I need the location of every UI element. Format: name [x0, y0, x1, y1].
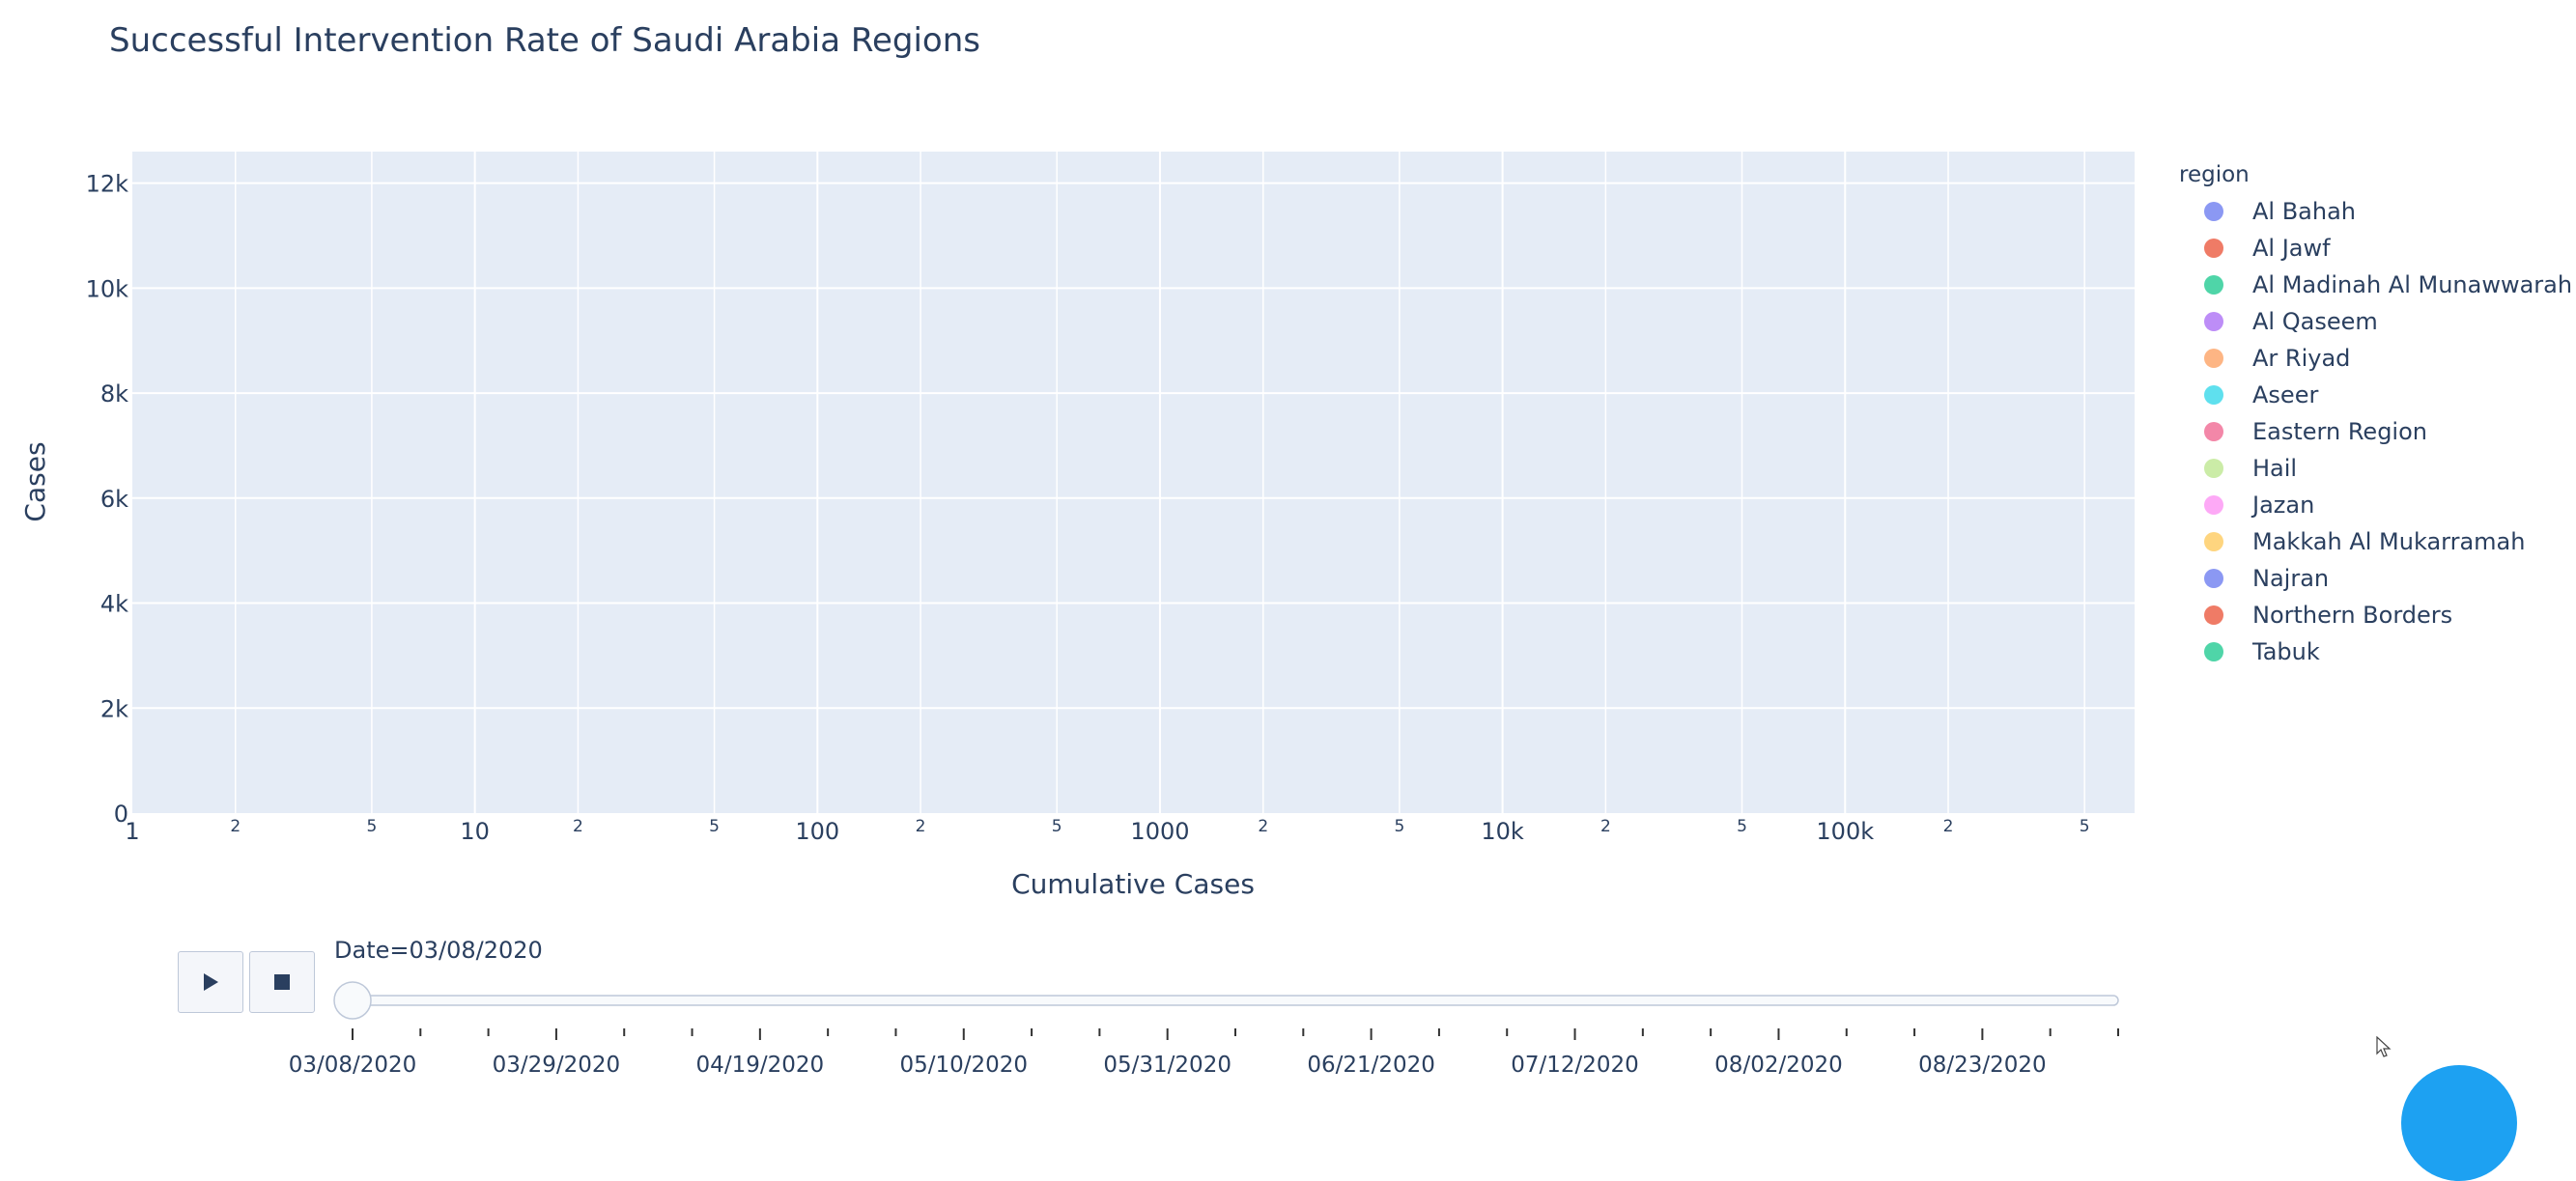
- x-tick-label: 1: [125, 818, 139, 845]
- play-button[interactable]: [178, 951, 243, 1013]
- slider-tick-label: 06/21/2020: [1307, 1053, 1435, 1078]
- legend-label: Al Bahah: [2252, 198, 2356, 225]
- legend-label: Northern Borders: [2252, 602, 2452, 629]
- legend-marker: [2204, 642, 2223, 661]
- legend-marker: [2204, 605, 2223, 625]
- legend-item[interactable]: Eastern Region: [2204, 418, 2427, 445]
- y-tick-label: 6k: [100, 486, 128, 513]
- slider-tick-label: 05/31/2020: [1103, 1053, 1231, 1078]
- x-axis-label: Cumulative Cases: [1011, 868, 1255, 900]
- plot-area: [132, 152, 2135, 813]
- legend-item[interactable]: Al Jawf: [2204, 235, 2331, 262]
- x-minor-tick-label: 2: [916, 817, 926, 836]
- x-minor-tick-label: 2: [573, 817, 583, 836]
- legend-marker: [2204, 459, 2223, 478]
- x-minor-tick-label: 2: [1258, 817, 1268, 836]
- y-tick-label: 0: [114, 801, 128, 828]
- x-minor-tick-label: 5: [1394, 817, 1404, 836]
- y-tick-label: 10k: [86, 275, 129, 302]
- legend-item[interactable]: Northern Borders: [2204, 602, 2452, 629]
- legend-marker: [2204, 239, 2223, 258]
- legend-label: Aseer: [2252, 381, 2318, 408]
- y-tick-label: 12k: [86, 171, 129, 198]
- slider-tick-label: 03/08/2020: [289, 1053, 417, 1078]
- legend-label: Hail: [2252, 455, 2297, 482]
- slider-handle[interactable]: [333, 981, 372, 1020]
- legend-marker: [2204, 349, 2223, 368]
- legend-item[interactable]: Jazan: [2204, 492, 2314, 519]
- legend-item[interactable]: Makkah Al Mukarramah: [2204, 528, 2525, 555]
- legend-marker: [2204, 495, 2223, 515]
- legend-label: Najran: [2252, 565, 2329, 592]
- slider-tick-label: 05/10/2020: [899, 1053, 1028, 1078]
- legend-label: Jazan: [2250, 492, 2314, 519]
- legend-item[interactable]: Ar Riyad: [2204, 345, 2350, 372]
- legend-label: Al Jawf: [2252, 235, 2331, 262]
- x-minor-tick-label: 2: [1600, 817, 1611, 836]
- slider-tick-label: 03/29/2020: [493, 1053, 621, 1078]
- x-tick-label: 10k: [1481, 818, 1524, 845]
- legend-item[interactable]: Al Qaseem: [2204, 308, 2378, 335]
- legend-label: Makkah Al Mukarramah: [2252, 528, 2525, 555]
- legend-item[interactable]: Aseer: [2204, 381, 2318, 408]
- slider-tick-label: 08/23/2020: [1918, 1053, 2047, 1078]
- slider-tick-label: 08/02/2020: [1714, 1053, 1843, 1078]
- x-minor-tick-label: 5: [2080, 817, 2090, 836]
- legend-marker: [2204, 422, 2223, 441]
- x-tick-label: 100: [795, 818, 839, 845]
- stop-icon: [274, 974, 290, 990]
- slider-tick-label: 07/12/2020: [1511, 1053, 1639, 1078]
- y-tick-label: 4k: [100, 591, 128, 618]
- x-minor-tick-label: 2: [230, 817, 241, 836]
- legend-label: Tabuk: [2251, 638, 2320, 665]
- legend-marker: [2204, 569, 2223, 588]
- legend-label: Eastern Region: [2252, 418, 2427, 445]
- legend-item[interactable]: Al Madinah Al Munawwarah: [2204, 271, 2572, 298]
- legend-label: Al Qaseem: [2252, 308, 2378, 335]
- x-minor-tick-label: 5: [1052, 817, 1062, 836]
- x-minor-tick-label: 5: [366, 817, 377, 836]
- legend-marker: [2204, 532, 2223, 551]
- chart-title: Successful Intervention Rate of Saudi Ar…: [109, 21, 980, 60]
- mouse-cursor-icon: [2376, 1036, 2392, 1057]
- legend-item[interactable]: Hail: [2204, 455, 2297, 482]
- legend-label: Al Madinah Al Munawwarah: [2252, 271, 2572, 298]
- y-tick-label: 8k: [100, 380, 128, 408]
- legend-marker: [2204, 275, 2223, 295]
- x-minor-tick-label: 5: [1737, 817, 1747, 836]
- play-icon: [204, 973, 218, 991]
- x-tick-label: 1000: [1130, 818, 1189, 845]
- legend-marker: [2204, 312, 2223, 331]
- slider-tick-label: 04/19/2020: [696, 1053, 825, 1078]
- x-tick-label: 10: [460, 818, 490, 845]
- legend-item[interactable]: Al Bahah: [2204, 198, 2356, 225]
- legend-item[interactable]: Tabuk: [2204, 638, 2320, 665]
- chart: 0 2k 4k 6k 8k 10k 12k 1 10 100 1000 10k 100k 2 5 2 5 2 5 2…: [19, 152, 2572, 1078]
- x-tick-label: 100k: [1816, 818, 1874, 845]
- floating-action-button[interactable]: [2401, 1065, 2517, 1181]
- legend-label: Ar Riyad: [2252, 345, 2350, 372]
- stop-button[interactable]: [249, 951, 315, 1013]
- slider-current-value: Date=03/08/2020: [334, 937, 543, 964]
- legend-marker: [2204, 202, 2223, 221]
- slider-rail[interactable]: [346, 995, 2119, 1006]
- legend-item[interactable]: Najran: [2204, 565, 2329, 592]
- x-minor-tick-label: 5: [709, 817, 720, 836]
- y-axis-label: Cases: [19, 441, 51, 521]
- y-tick-label: 2k: [100, 695, 128, 722]
- x-minor-tick-label: 2: [1943, 817, 1954, 836]
- legend-title: region: [2179, 162, 2250, 187]
- legend-marker: [2204, 385, 2223, 405]
